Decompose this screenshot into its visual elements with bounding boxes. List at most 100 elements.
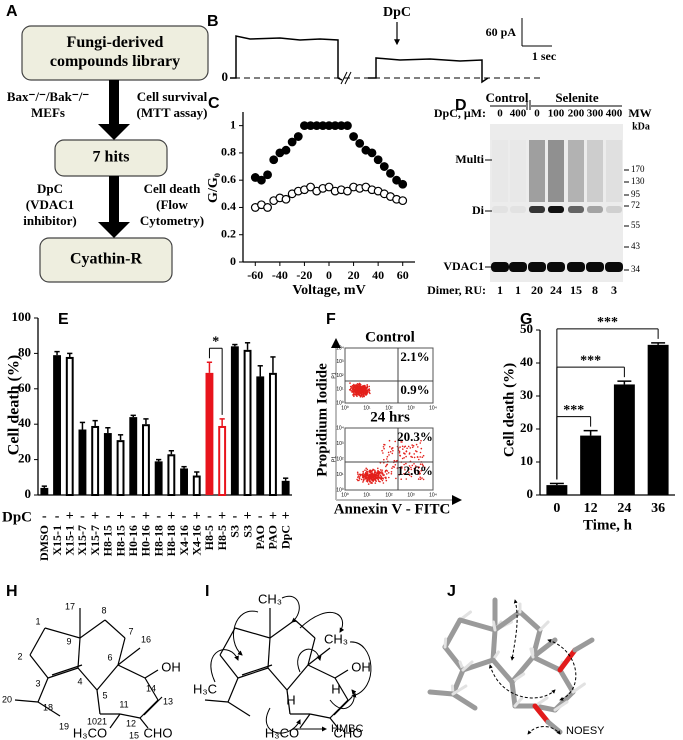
event-dot (422, 464, 424, 467)
event-dot (364, 469, 366, 472)
event-dot (377, 477, 379, 479)
y-axis-label: Propidium Iodide (314, 363, 330, 477)
bond (29, 654, 49, 679)
x-tick-label: 36 (651, 501, 665, 516)
y-tick-label: 0 (527, 486, 534, 501)
dimer-value: 1 (497, 283, 503, 297)
functional-group: H (331, 681, 340, 696)
event-dot (362, 395, 365, 398)
event-dot (356, 478, 358, 481)
y-tick-label: 80 (18, 344, 31, 359)
event-dot (403, 473, 405, 475)
event-dot (422, 478, 425, 481)
box-text: Cyathin-R (70, 251, 142, 268)
event-dot (385, 479, 388, 482)
bond (117, 647, 141, 666)
event-dot (368, 476, 370, 478)
treatment-label: DpC (383, 5, 411, 20)
event-dot (421, 456, 424, 459)
event-dot (408, 471, 410, 474)
bar (180, 468, 188, 495)
event-dot (410, 466, 412, 469)
event-dot (353, 395, 355, 398)
event-dot (352, 391, 355, 394)
event-dot (401, 457, 404, 460)
event-dot (351, 388, 354, 391)
event-dot (358, 476, 361, 478)
atom-number: 2 (17, 651, 22, 661)
bar (269, 372, 277, 496)
vdac1-band (509, 262, 527, 272)
flow-arrow-head (98, 124, 130, 140)
hydrogen-stick (492, 620, 497, 632)
event-dot (358, 477, 361, 480)
event-dot (368, 388, 371, 390)
bond (309, 713, 331, 719)
atom-number: 1 (35, 616, 40, 626)
event-dot (364, 475, 367, 477)
dose: 200 (568, 108, 585, 120)
y-tick-label: 40 (18, 415, 31, 430)
event-dot (381, 479, 384, 482)
event-dot (384, 476, 386, 479)
dimer-band (606, 206, 622, 213)
baseline-label: 0 (222, 69, 229, 84)
event-dot (381, 471, 383, 473)
event-dot (413, 463, 415, 465)
mw-value: 55 (631, 220, 641, 230)
event-dot (367, 474, 370, 477)
event-dot (364, 386, 367, 389)
event-dot (394, 464, 397, 466)
event-dot (371, 479, 373, 482)
point (398, 196, 408, 206)
event-dot (359, 474, 362, 477)
quadrant-pct: 12.6% (397, 463, 433, 478)
dimer-value: 3 (611, 283, 617, 297)
facs-tick: 10³ (336, 441, 344, 447)
event-dot (370, 472, 373, 474)
event-dot (398, 473, 401, 476)
treatment-sign: + (167, 509, 175, 524)
event-dot (362, 472, 365, 475)
bond (237, 667, 269, 679)
event-dot (366, 468, 369, 471)
event-dot (379, 472, 382, 474)
atom-number: 5 (102, 690, 107, 700)
dimer-band (510, 206, 526, 213)
event-dot (362, 481, 364, 483)
event-dot (401, 467, 403, 469)
scale-label: 60 pA (486, 25, 517, 39)
event-dot (404, 472, 407, 475)
event-dot (349, 382, 351, 384)
event-dot (350, 387, 353, 389)
x-axis-label: Time, h (583, 517, 633, 533)
event-dot (396, 459, 398, 462)
significance-label: *** (580, 353, 601, 368)
facs-tick: 10¹ (363, 405, 371, 411)
event-dot (368, 473, 371, 476)
dimer-band (529, 206, 545, 213)
event-dot (418, 471, 421, 473)
y-tick-label: 0.4 (221, 199, 236, 213)
event-dot (386, 473, 388, 475)
event-dot (409, 447, 412, 449)
event-dot (419, 463, 422, 466)
x-tick-label: -20 (296, 268, 312, 282)
event-dot (351, 391, 353, 393)
event-dot (378, 480, 380, 483)
hydrogen-stick (451, 684, 468, 696)
bar (580, 435, 602, 495)
event-dot (418, 466, 421, 469)
treatment-sign: + (193, 509, 201, 524)
treatment-sign: - (80, 509, 85, 524)
event-dot (398, 450, 401, 453)
hmbc-arrow (210, 649, 239, 683)
point (306, 182, 315, 192)
event-dot (375, 474, 377, 476)
hmbc-arrow (281, 595, 300, 623)
event-dot (368, 389, 371, 392)
stick (517, 609, 543, 633)
event-dot (419, 476, 422, 479)
event-dot (349, 388, 352, 391)
significance-label: * (212, 334, 219, 349)
